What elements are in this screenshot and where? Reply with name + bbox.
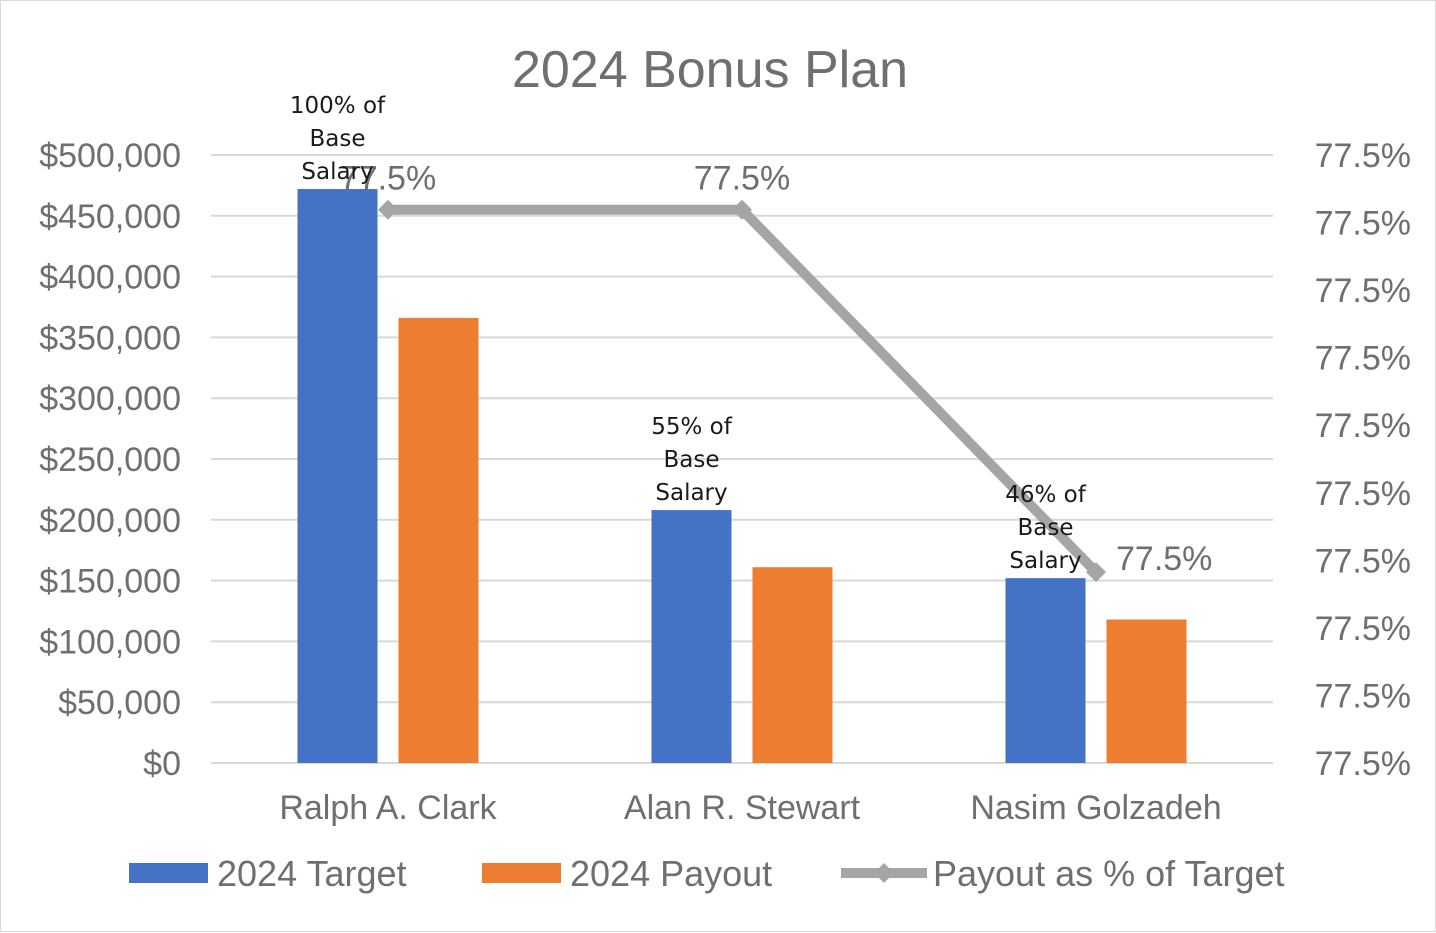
payout-bar <box>398 317 479 763</box>
payout-pct-marker <box>1086 562 1106 583</box>
bars <box>297 189 1187 764</box>
x-axis: Ralph A. Clark Alan R. Stewart Nasim Golza… <box>279 789 1221 827</box>
y2-tick-label: 77.5% <box>1315 542 1411 580</box>
payout-pct-marker <box>732 199 752 220</box>
y2-tick-label: 77.5% <box>1315 340 1411 378</box>
bar-annotation-text: 55% of <box>651 414 733 440</box>
target-bar <box>1005 578 1086 763</box>
payout-pct-data-label: 77.5% <box>694 160 790 198</box>
y2-tick-label: 77.5% <box>1315 137 1411 175</box>
y2-tick-label: 77.5% <box>1315 272 1411 310</box>
legend-label: 2024 Target <box>217 853 407 894</box>
y2-tick-label: 77.5% <box>1315 407 1411 445</box>
bar-annotation-text: Base <box>663 447 719 473</box>
y-axis-left: $0 $50,000 $100,000 $150,000 $200,000 $250,00… <box>39 137 181 783</box>
chart-title: 2024 Bonus Plan <box>512 41 908 99</box>
y-tick-label: $300,000 <box>39 380 181 418</box>
bar-annotation-text: 46% of <box>1005 482 1087 508</box>
y2-tick-label: 77.5% <box>1315 745 1411 783</box>
bar-annotation-text: Salary <box>655 480 727 506</box>
target-bar <box>651 510 732 763</box>
y2-tick-label: 77.5% <box>1315 610 1411 648</box>
bar-annotations: 100% of Base Salary 55% of Base Salary 46% of B… <box>290 93 1087 574</box>
bar-annotation-text: Salary <box>301 159 373 185</box>
bar-annotation-text: Base <box>1017 515 1073 541</box>
payout-pct-line-path <box>388 204 1100 576</box>
y-tick-label: $100,000 <box>39 623 181 661</box>
bar-annotation-text: 100% of <box>290 93 386 119</box>
y-tick-label: $150,000 <box>39 563 181 601</box>
y-tick-label: $350,000 <box>39 319 181 357</box>
x-tick-label: Ralph A. Clark <box>279 789 497 827</box>
y2-tick-label: 77.5% <box>1315 677 1411 715</box>
payout-bar <box>1106 619 1187 763</box>
target-bar <box>297 189 378 764</box>
legend-line-marker <box>874 863 894 883</box>
legend-payout-swatch <box>482 863 561 883</box>
bar-annotation-text: Base <box>309 126 365 152</box>
legend-target-swatch <box>129 863 208 883</box>
payout-bar <box>752 567 833 763</box>
bar-annotation-text: Salary <box>1009 548 1081 574</box>
y-tick-label: $400,000 <box>39 259 181 297</box>
y-tick-label: $50,000 <box>58 684 181 722</box>
payout-pct-marker <box>378 199 398 220</box>
y2-tick-label: 77.5% <box>1315 205 1411 243</box>
y-tick-label: $0 <box>143 745 181 783</box>
y-tick-label: $250,000 <box>39 441 181 479</box>
legend-label: Payout as % of Target <box>933 853 1285 894</box>
gridlines <box>211 154 1273 764</box>
legend-label: 2024 Payout <box>570 853 772 894</box>
y2-tick-label: 77.5% <box>1315 475 1411 513</box>
y-tick-label: $500,000 <box>39 137 181 175</box>
payout-pct-line: 77.5% 77.5% 77.5% <box>340 160 1212 583</box>
x-tick-label: Alan R. Stewart <box>624 789 861 827</box>
y-axis-right: 77.5% 77.5% 77.5% 77.5% 77.5% 77.5% 77.5% 77.5%… <box>1315 137 1411 783</box>
payout-pct-data-label: 77.5% <box>340 160 436 198</box>
y-tick-label: $450,000 <box>39 198 181 236</box>
x-tick-label: Nasim Golzadeh <box>970 789 1221 827</box>
payout-pct-data-label: 77.5% <box>1116 540 1212 578</box>
y-tick-label: $200,000 <box>39 502 181 540</box>
legend: 2024 Target 2024 Payout Payout as % of Tar… <box>129 853 1285 894</box>
